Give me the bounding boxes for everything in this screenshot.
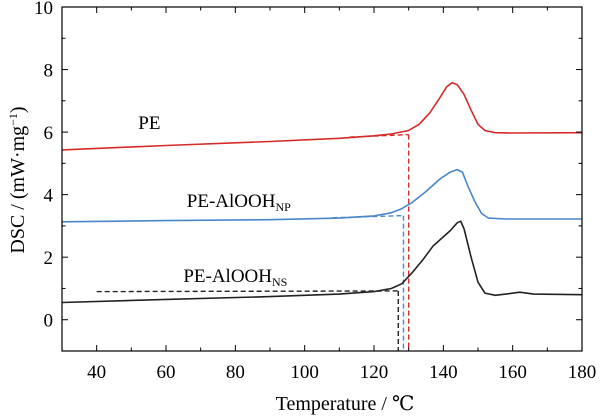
series-0-baseline-extrapolation — [349, 133, 409, 138]
y-tick-label: 2 — [44, 248, 54, 269]
x-tick-label: 120 — [360, 362, 389, 383]
series-1-baseline-extrapolation — [332, 214, 404, 219]
y-axis-title-close: ) — [7, 106, 29, 113]
series-2-baseline-extrapolation — [96, 290, 399, 293]
y-tick-label: 8 — [44, 61, 54, 82]
series-label-subscript: NS — [272, 275, 287, 289]
plot-frame — [61, 6, 583, 352]
x-tick-label: 160 — [498, 362, 527, 383]
y-tick-label: 6 — [44, 123, 54, 144]
axis-ticks: 40 60 80 100 120 140 160 180 0 2 4 6 8 10 — [34, 0, 596, 383]
x-tick-label: 80 — [226, 362, 245, 383]
series-label-subscript: NP — [275, 200, 291, 214]
series-1-line — [61, 168, 582, 223]
y-tick-label: 10 — [34, 0, 53, 19]
series-label-main: PE — [138, 113, 160, 134]
x-tick-label: 140 — [429, 362, 458, 383]
x-tick-label: 100 — [290, 362, 319, 383]
series-label-main: PE-AlOOH — [183, 266, 272, 287]
plot-border — [61, 6, 583, 352]
y-tick-label: 0 — [44, 311, 54, 332]
x-tick-label: 60 — [157, 362, 176, 383]
y-axis-title: DSC / (mW·mg−1) — [6, 106, 29, 253]
y-axis-title-main: DSC / (mW·mg — [7, 126, 29, 254]
series-2-line — [61, 220, 583, 304]
x-axis-title: Temperature / ℃ — [276, 393, 415, 415]
curves-layer — [61, 81, 583, 351]
y-tick-label: 4 — [44, 186, 54, 207]
series-label-0: PE — [138, 113, 160, 134]
series-label-1: PE-AlOOHNP — [187, 191, 291, 214]
series-label-2: PE-AlOOHNS — [183, 266, 287, 289]
x-tick-label: 180 — [568, 362, 597, 383]
y-axis-title-superscript: −1 — [6, 113, 20, 126]
series-label-main: PE-AlOOH — [187, 191, 276, 212]
series-0-line — [61, 81, 583, 151]
x-tick-label: 40 — [87, 362, 106, 383]
